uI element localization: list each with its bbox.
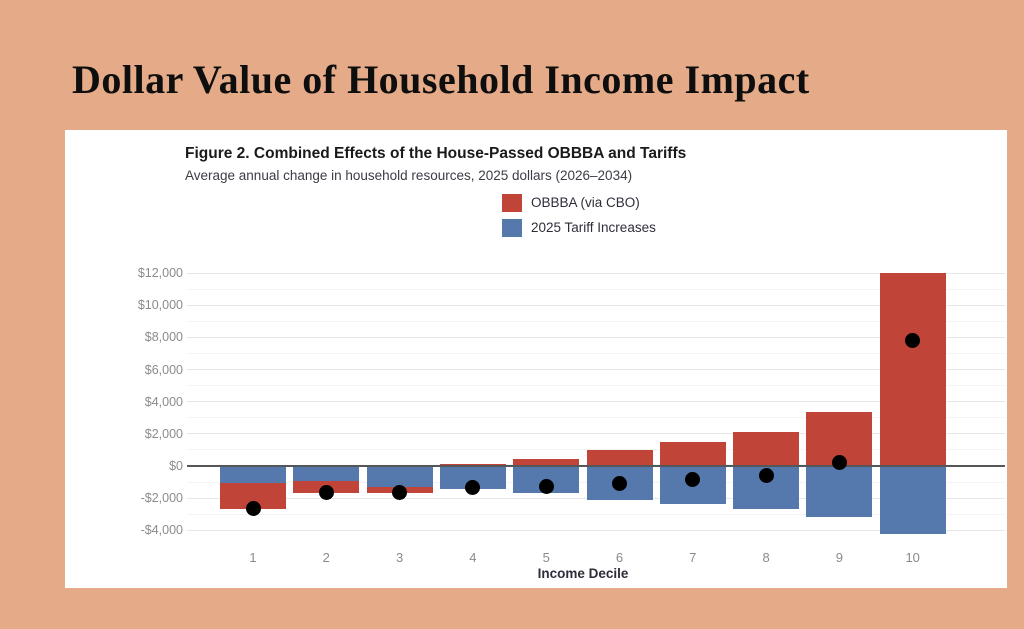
- x-tick-label-10: 10: [905, 550, 920, 565]
- y-tick-label: -$4,000: [140, 523, 183, 538]
- y-tick-label: $0: [169, 459, 183, 473]
- figure-panel: Figure 2. Combined Effects of the House-…: [65, 130, 1007, 588]
- gridline: [187, 352, 1005, 354]
- gridline: [187, 401, 1005, 403]
- legend-item-obbba: OBBBA (via CBO): [502, 190, 656, 215]
- slide-title: Dollar Value of Household Income Impact: [72, 57, 810, 102]
- x-tick-label-1: 1: [249, 550, 257, 565]
- figure-subtitle: Average annual change in household resou…: [185, 168, 633, 183]
- bar-obbba-decile-10: [879, 273, 946, 466]
- net-dot-decile-2: [318, 485, 334, 501]
- net-dot-decile-3: [392, 485, 408, 501]
- legend-swatch-tariff-icon: [502, 218, 522, 237]
- gridline: [187, 385, 1005, 387]
- legend-label-tariff: 2025 Tariff Increases: [531, 220, 656, 235]
- net-dot-decile-9: [831, 455, 847, 471]
- bar-tariff-decile-9: [806, 466, 873, 517]
- gridline: [187, 529, 1005, 531]
- net-dot-decile-10: [905, 333, 921, 349]
- x-tick-label-4: 4: [469, 550, 477, 565]
- gridline: [187, 272, 1005, 274]
- bar-obbba-decile-6: [586, 449, 653, 466]
- net-dot-decile-1: [245, 501, 261, 517]
- net-dot-decile-4: [465, 480, 481, 496]
- gridline: [187, 320, 1005, 322]
- bar-obbba-decile-8: [733, 432, 800, 466]
- chart-legend: OBBBA (via CBO) 2025 Tariff Increases: [502, 190, 656, 240]
- bar-tariff-decile-10: [879, 466, 946, 534]
- gridline: [187, 433, 1005, 435]
- gridline: [187, 513, 1005, 515]
- gridline: [187, 288, 1005, 290]
- net-dot-decile-8: [758, 468, 774, 484]
- legend-item-tariff: 2025 Tariff Increases: [502, 215, 656, 240]
- x-tick-label-6: 6: [615, 550, 624, 565]
- y-tick-label: $10,000: [137, 298, 183, 313]
- bar-tariff-decile-4: [439, 466, 506, 490]
- bar-obbba-decile-5: [513, 458, 580, 466]
- x-tick-label-9: 9: [835, 550, 843, 565]
- bar-tariff-decile-3: [366, 466, 433, 487]
- gridline: [187, 336, 1005, 338]
- y-tick-label: $6,000: [144, 362, 183, 377]
- y-tick-label: $4,000: [144, 394, 183, 409]
- figure-title: Figure 2. Combined Effects of the House-…: [185, 145, 687, 162]
- net-dot-decile-5: [538, 478, 554, 494]
- bar-obbba-decile-7: [659, 441, 726, 466]
- zero-axis-line: [187, 465, 1005, 467]
- gridline: [187, 304, 1005, 306]
- x-axis-title: Income Decile: [537, 566, 629, 581]
- bar-tariff-decile-2: [293, 466, 360, 482]
- legend-label-obbba: OBBBA (via CBO): [531, 195, 640, 210]
- x-tick-label-3: 3: [395, 550, 404, 565]
- gridline: [187, 369, 1005, 370]
- gridline: [187, 417, 1005, 419]
- x-tick-label-7: 7: [689, 550, 697, 565]
- net-dot-decile-7: [685, 472, 701, 488]
- y-tick-label: -$2,000: [140, 491, 183, 506]
- y-tick-label: $2,000: [144, 426, 183, 441]
- legend-swatch-obbba-icon: [502, 193, 522, 212]
- bar-tariff-decile-1: [220, 466, 286, 483]
- x-tick-label-2: 2: [322, 550, 330, 565]
- x-tick-label-5: 5: [542, 550, 550, 565]
- y-tick-label: $8,000: [144, 330, 183, 345]
- y-tick-label: $12,000: [137, 266, 183, 280]
- x-tick-label-8: 8: [762, 550, 770, 565]
- net-dot-decile-6: [612, 476, 627, 492]
